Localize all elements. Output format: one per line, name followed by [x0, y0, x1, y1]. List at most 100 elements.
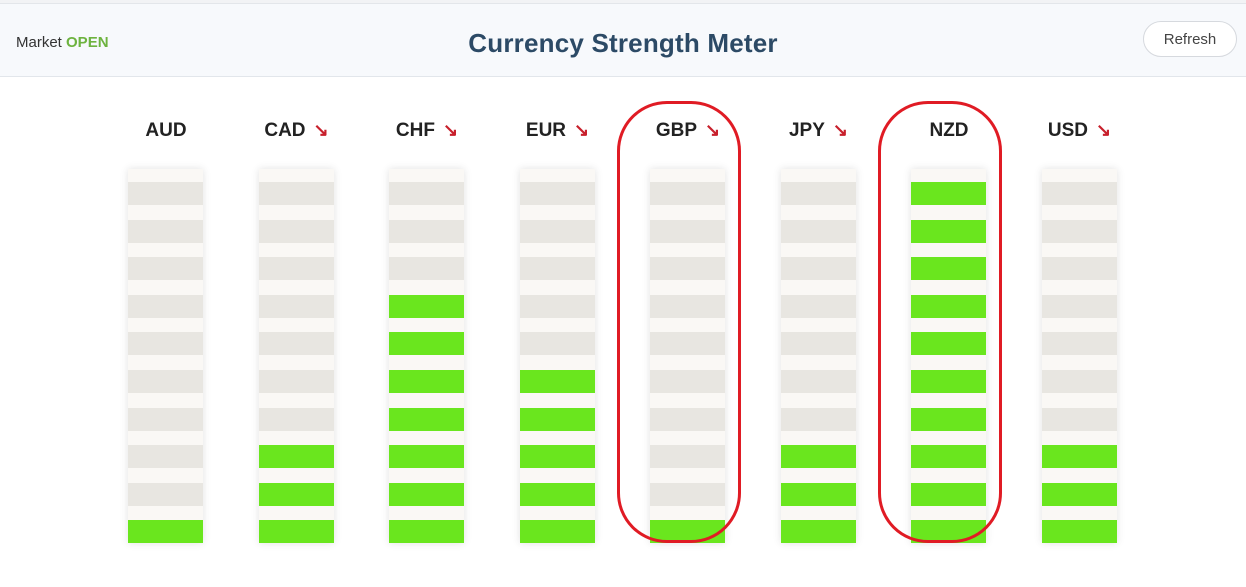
strength-segment-empty — [389, 182, 464, 205]
strength-segment-filled — [911, 445, 986, 469]
currency-label: NZD — [884, 120, 1014, 142]
strength-segment-empty — [519, 294, 595, 318]
strength-segment-empty — [258, 370, 334, 393]
strength-segment-empty — [128, 407, 203, 431]
currency-label: CHF ↘ — [362, 120, 492, 142]
strength-segment-filled — [389, 520, 464, 544]
strength-segment-empty — [389, 219, 464, 243]
currency-code: JPY — [788, 120, 825, 141]
strength-meter-panel: Market OPEN Currency Strength Meter Refr… — [0, 3, 1246, 587]
strength-segment-empty — [258, 182, 334, 205]
strength-segment-empty — [128, 294, 203, 318]
meter-jpy: JPY ↘ — [754, 4, 884, 564]
strength-segment-empty — [389, 257, 464, 281]
strength-segment-empty — [650, 332, 725, 356]
currency-label: JPY ↘ — [754, 120, 884, 142]
strength-segment-empty — [780, 370, 856, 393]
strength-segment-filled — [911, 482, 986, 506]
strength-segment-empty — [128, 182, 203, 205]
strength-segment-empty — [128, 332, 203, 356]
trend-down-arrow-icon: ↘ — [574, 120, 590, 140]
strength-segment-filled — [650, 520, 725, 544]
strength-bar — [258, 169, 334, 544]
strength-segment-empty — [258, 257, 334, 281]
strength-segment-filled — [258, 482, 334, 506]
strength-segment-empty — [650, 407, 725, 431]
strength-segment-filled — [780, 520, 856, 544]
strength-segment-empty — [650, 294, 725, 318]
strength-bar — [519, 169, 595, 544]
strength-segment-empty — [650, 445, 725, 469]
strength-segment-filled — [911, 520, 986, 544]
strength-segment-filled — [519, 370, 595, 393]
trend-down-arrow-icon: ↘ — [1096, 120, 1112, 140]
strength-bar — [389, 169, 464, 544]
strength-segment-empty — [1041, 219, 1117, 243]
strength-segment-filled — [519, 520, 595, 544]
strength-segment-filled — [1041, 482, 1117, 506]
meter-eur: EUR ↘ — [493, 4, 623, 564]
strength-segment-empty — [519, 257, 595, 281]
strength-segment-empty — [780, 219, 856, 243]
strength-segment-empty — [258, 332, 334, 356]
refresh-button[interactable]: Refresh — [1143, 21, 1237, 57]
strength-segment-empty — [128, 482, 203, 506]
strength-segment-empty — [258, 219, 334, 243]
strength-segment-filled — [519, 445, 595, 469]
strength-segment-filled — [258, 520, 334, 544]
strength-segment-empty — [258, 407, 334, 431]
meter-nzd: NZD — [878, 4, 1014, 564]
strength-segment-empty — [128, 257, 203, 281]
strength-segment-empty — [1041, 407, 1117, 431]
currency-code: AUD — [145, 120, 187, 141]
strength-segment-empty — [650, 370, 725, 393]
currency-label: CAD ↘ — [232, 120, 362, 142]
strength-bar — [650, 169, 725, 544]
strength-segment-empty — [128, 445, 203, 469]
strength-segment-empty — [780, 407, 856, 431]
trend-down-arrow-icon: ↘ — [705, 120, 721, 140]
strength-segment-filled — [389, 370, 464, 393]
strength-segment-empty — [1041, 182, 1117, 205]
strength-segment-filled — [911, 219, 986, 243]
market-label: Market — [16, 34, 62, 51]
meter-chf: CHF ↘ — [362, 4, 492, 564]
meter-gbp: GBP ↘ — [617, 4, 753, 564]
strength-segment-filled — [519, 482, 595, 506]
meter-cad: CAD ↘ — [232, 4, 362, 564]
strength-segment-empty — [650, 257, 725, 281]
currency-label: AUD — [101, 120, 231, 142]
strength-segment-filled — [389, 445, 464, 469]
currency-code: GBP — [655, 120, 698, 141]
strength-segment-empty — [1041, 332, 1117, 356]
strength-segment-empty — [258, 294, 334, 318]
strength-segment-empty — [1041, 257, 1117, 281]
strength-segment-filled — [389, 332, 464, 356]
strength-segment-filled — [389, 407, 464, 431]
strength-bar — [911, 169, 986, 544]
strength-segment-filled — [389, 482, 464, 506]
strength-segment-filled — [519, 407, 595, 431]
currency-code: EUR — [525, 120, 567, 141]
currency-code: CAD — [264, 120, 306, 141]
strength-bar — [1041, 169, 1117, 544]
currency-label: USD ↘ — [1015, 120, 1145, 142]
strength-segment-filled — [128, 520, 203, 544]
strength-segment-empty — [519, 332, 595, 356]
meter-aud: AUD — [101, 4, 231, 564]
strength-segment-filled — [911, 257, 986, 281]
strength-bar — [780, 169, 856, 544]
strength-segment-empty — [780, 294, 856, 318]
strength-bar — [128, 169, 203, 544]
strength-segment-empty — [780, 257, 856, 281]
strength-segment-filled — [911, 294, 986, 318]
strength-segment-empty — [650, 219, 725, 243]
currency-label: EUR ↘ — [493, 120, 623, 142]
strength-segment-filled — [258, 445, 334, 469]
strength-segment-empty — [780, 332, 856, 356]
header-bar: Market OPEN Currency Strength Meter Refr… — [0, 4, 1246, 77]
strength-segment-empty — [519, 182, 595, 205]
strength-segment-empty — [650, 182, 725, 205]
strength-segment-empty — [1041, 294, 1117, 318]
strength-segment-filled — [911, 182, 986, 205]
